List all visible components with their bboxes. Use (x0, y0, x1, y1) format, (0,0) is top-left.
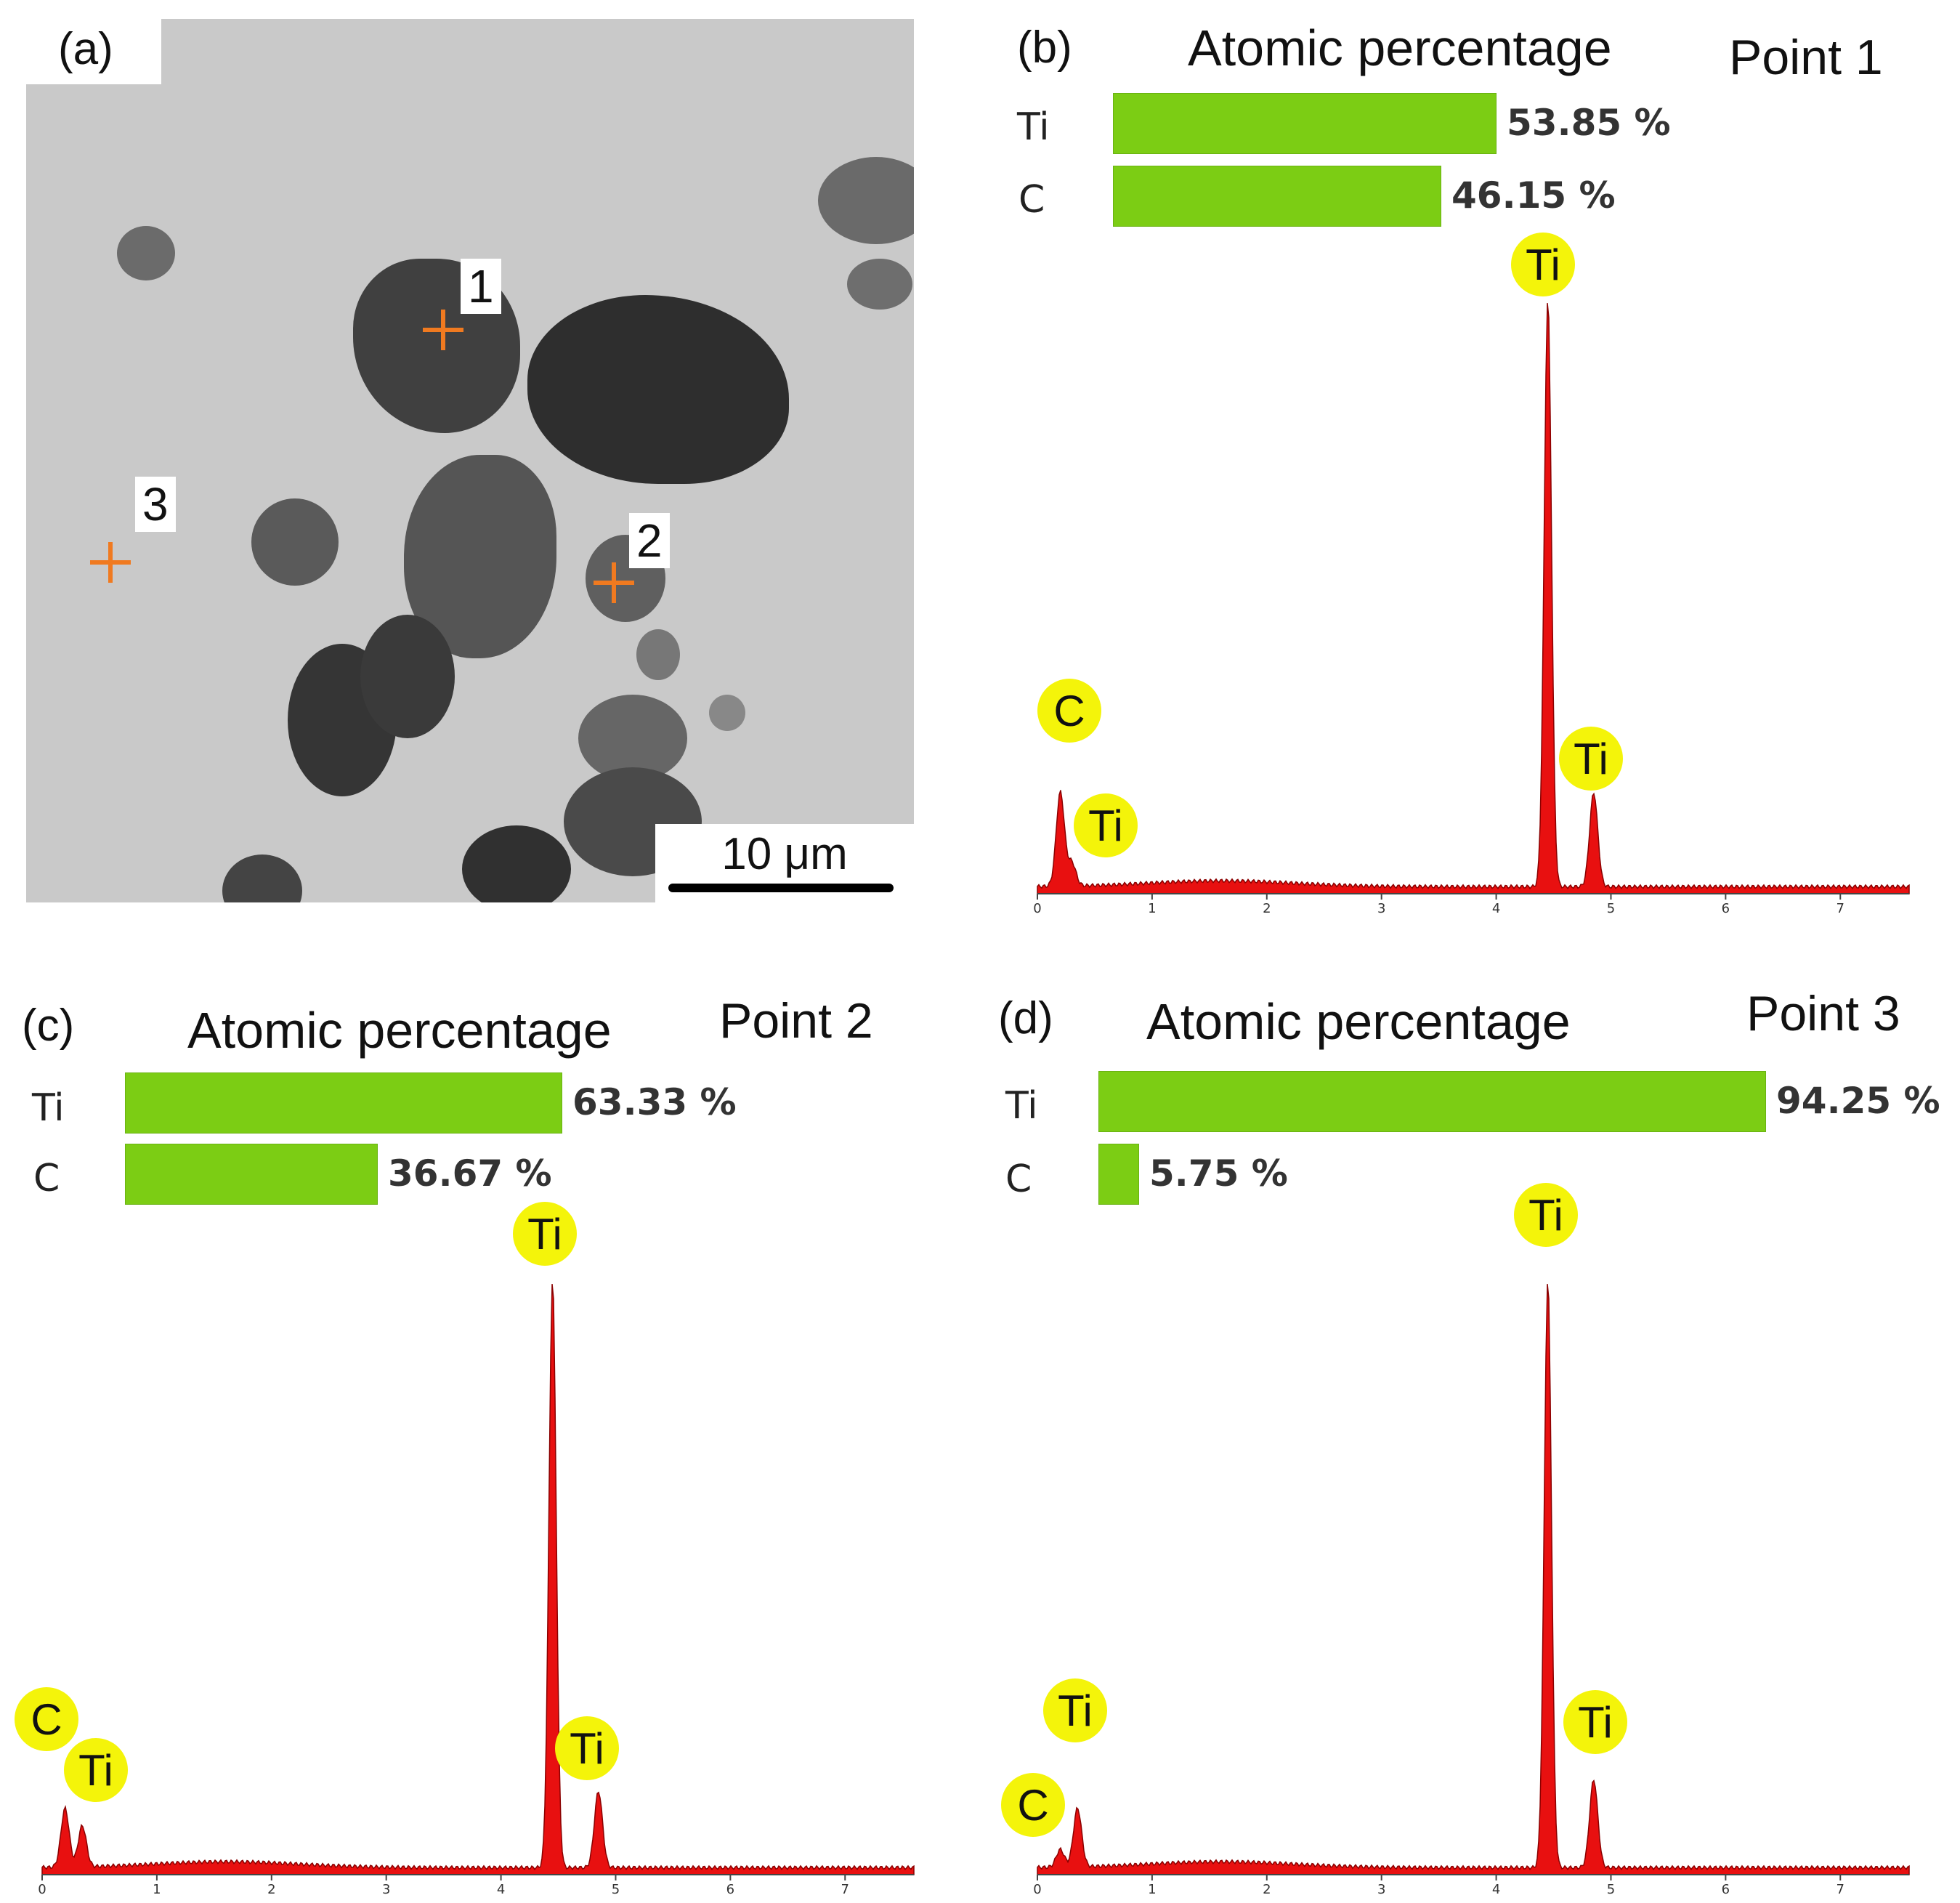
chart-c-point: Point 2 (719, 993, 873, 1049)
x-tick-label: 5 (612, 1882, 620, 1896)
spectrum-area (1037, 303, 1910, 894)
peak-label-ti-low: Ti (64, 1738, 128, 1802)
particle (360, 615, 455, 738)
x-tick-label: 7 (1837, 901, 1844, 916)
x-tick-label: 2 (1263, 901, 1271, 916)
scale-bar (668, 884, 894, 892)
x-tick-label: 3 (1377, 1882, 1385, 1896)
chart-b-title: Atomic percentage (1188, 20, 1612, 76)
x-tick-label: 6 (1722, 1882, 1730, 1896)
chart-c-title: Atomic percentage (187, 1002, 612, 1059)
bar-value-label: 46.15 % (1451, 174, 1616, 217)
x-tick-label: 2 (267, 1882, 275, 1896)
sem-micrograph: 1 2 3 10 μm (26, 19, 914, 902)
peak-label-ti-low: Ti (1074, 793, 1138, 857)
peak-label-ti-secondary: Ti (1563, 1690, 1627, 1754)
x-tick-label: 1 (153, 1882, 161, 1896)
bar-value-label: 5.75 % (1149, 1152, 1288, 1195)
particle (847, 259, 912, 310)
peak-label-ti-main: Ti (513, 1202, 577, 1266)
x-tick-label: 2 (1263, 1882, 1271, 1896)
bar-value-label: 94.25 % (1776, 1080, 1940, 1122)
chart-c-category-ti: Ti (32, 1086, 65, 1130)
bar-value-label: 63.33 % (572, 1081, 737, 1123)
x-tick-label: 4 (1492, 901, 1500, 916)
particle (818, 157, 914, 244)
point-2-marker (594, 562, 634, 603)
x-tick-label: 4 (497, 1882, 505, 1896)
chart-d-title: Atomic percentage (1146, 993, 1571, 1050)
peak-label-ti-low: Ti (1043, 1678, 1107, 1742)
panel-label-box (26, 19, 161, 84)
chart-b-point: Point 1 (1729, 30, 1883, 85)
bar-value-label: 36.67 % (388, 1152, 552, 1195)
chart-d-category-c: C (1005, 1157, 1032, 1201)
x-tick-label: 6 (1722, 901, 1730, 916)
particle (251, 498, 339, 586)
particle (222, 854, 302, 902)
x-tick-label: 1 (1148, 1882, 1156, 1896)
x-tick-label: 3 (382, 1882, 390, 1896)
particle (709, 695, 745, 731)
point-2-label: 2 (629, 513, 670, 568)
chart-c-category-c: C (33, 1157, 60, 1200)
peak-label-c: C (1001, 1773, 1065, 1837)
point-1-label: 1 (461, 259, 501, 314)
chart-d-spectrum: 0 1 2 3 4 5 6 7 (1033, 1284, 1910, 1896)
particle (462, 825, 571, 902)
bar-c (1098, 1144, 1139, 1205)
chart-b-category-ti: Ti (1017, 105, 1050, 149)
x-tick-label: 0 (1033, 1882, 1041, 1896)
peak-label-ti-main: Ti (1511, 233, 1575, 296)
panel-label-b: (b) (1017, 23, 1072, 73)
bar-ti (1113, 93, 1497, 154)
peak-label-ti-main: Ti (1514, 1183, 1578, 1247)
point-3-label: 3 (135, 477, 176, 532)
spectrum-area (41, 1284, 915, 1875)
x-tick-label: 5 (1607, 1882, 1615, 1896)
bar-c (125, 1144, 378, 1205)
x-tick-label: 3 (1377, 901, 1385, 916)
x-tick-label: 1 (1148, 901, 1156, 916)
bar-value-label: 53.85 % (1507, 102, 1671, 144)
chart-d-point: Point 3 (1746, 986, 1900, 1041)
scale-bar-box: 10 μm (655, 824, 914, 902)
particle (117, 226, 175, 280)
x-tick-label: 7 (841, 1882, 849, 1896)
scale-bar-label: 10 μm (721, 829, 848, 879)
panel-label-a: (a) (58, 24, 113, 74)
bar-ti (1098, 1071, 1766, 1132)
peak-label-ti-secondary: Ti (555, 1716, 619, 1780)
bar-c (1113, 166, 1441, 227)
point-3-marker (90, 542, 131, 583)
x-tick-label: 7 (1837, 1882, 1844, 1896)
x-tick-label: 5 (1607, 901, 1615, 916)
chart-b-category-c: C (1019, 178, 1045, 222)
bar-ti (125, 1072, 562, 1134)
chart-b-spectrum: 0 1 2 3 4 5 6 7 (1033, 303, 1910, 916)
peak-label-c: C (1037, 679, 1101, 743)
point-1-marker (423, 310, 463, 350)
x-tick-label: 6 (726, 1882, 734, 1896)
x-tick-label: 0 (38, 1882, 46, 1896)
spectrum-area (1037, 1284, 1910, 1875)
panel-label-d: (d) (998, 993, 1053, 1043)
peak-label-c: C (15, 1687, 78, 1751)
particle (636, 629, 680, 680)
panel-label-c: (c) (22, 1001, 75, 1051)
peak-label-ti-secondary: Ti (1559, 727, 1623, 791)
particle (527, 295, 789, 484)
x-tick-label: 0 (1033, 901, 1041, 916)
chart-c-spectrum: 0 1 2 3 4 5 6 7 (38, 1284, 915, 1896)
chart-d-category-ti: Ti (1005, 1084, 1038, 1128)
x-tick-label: 4 (1492, 1882, 1500, 1896)
